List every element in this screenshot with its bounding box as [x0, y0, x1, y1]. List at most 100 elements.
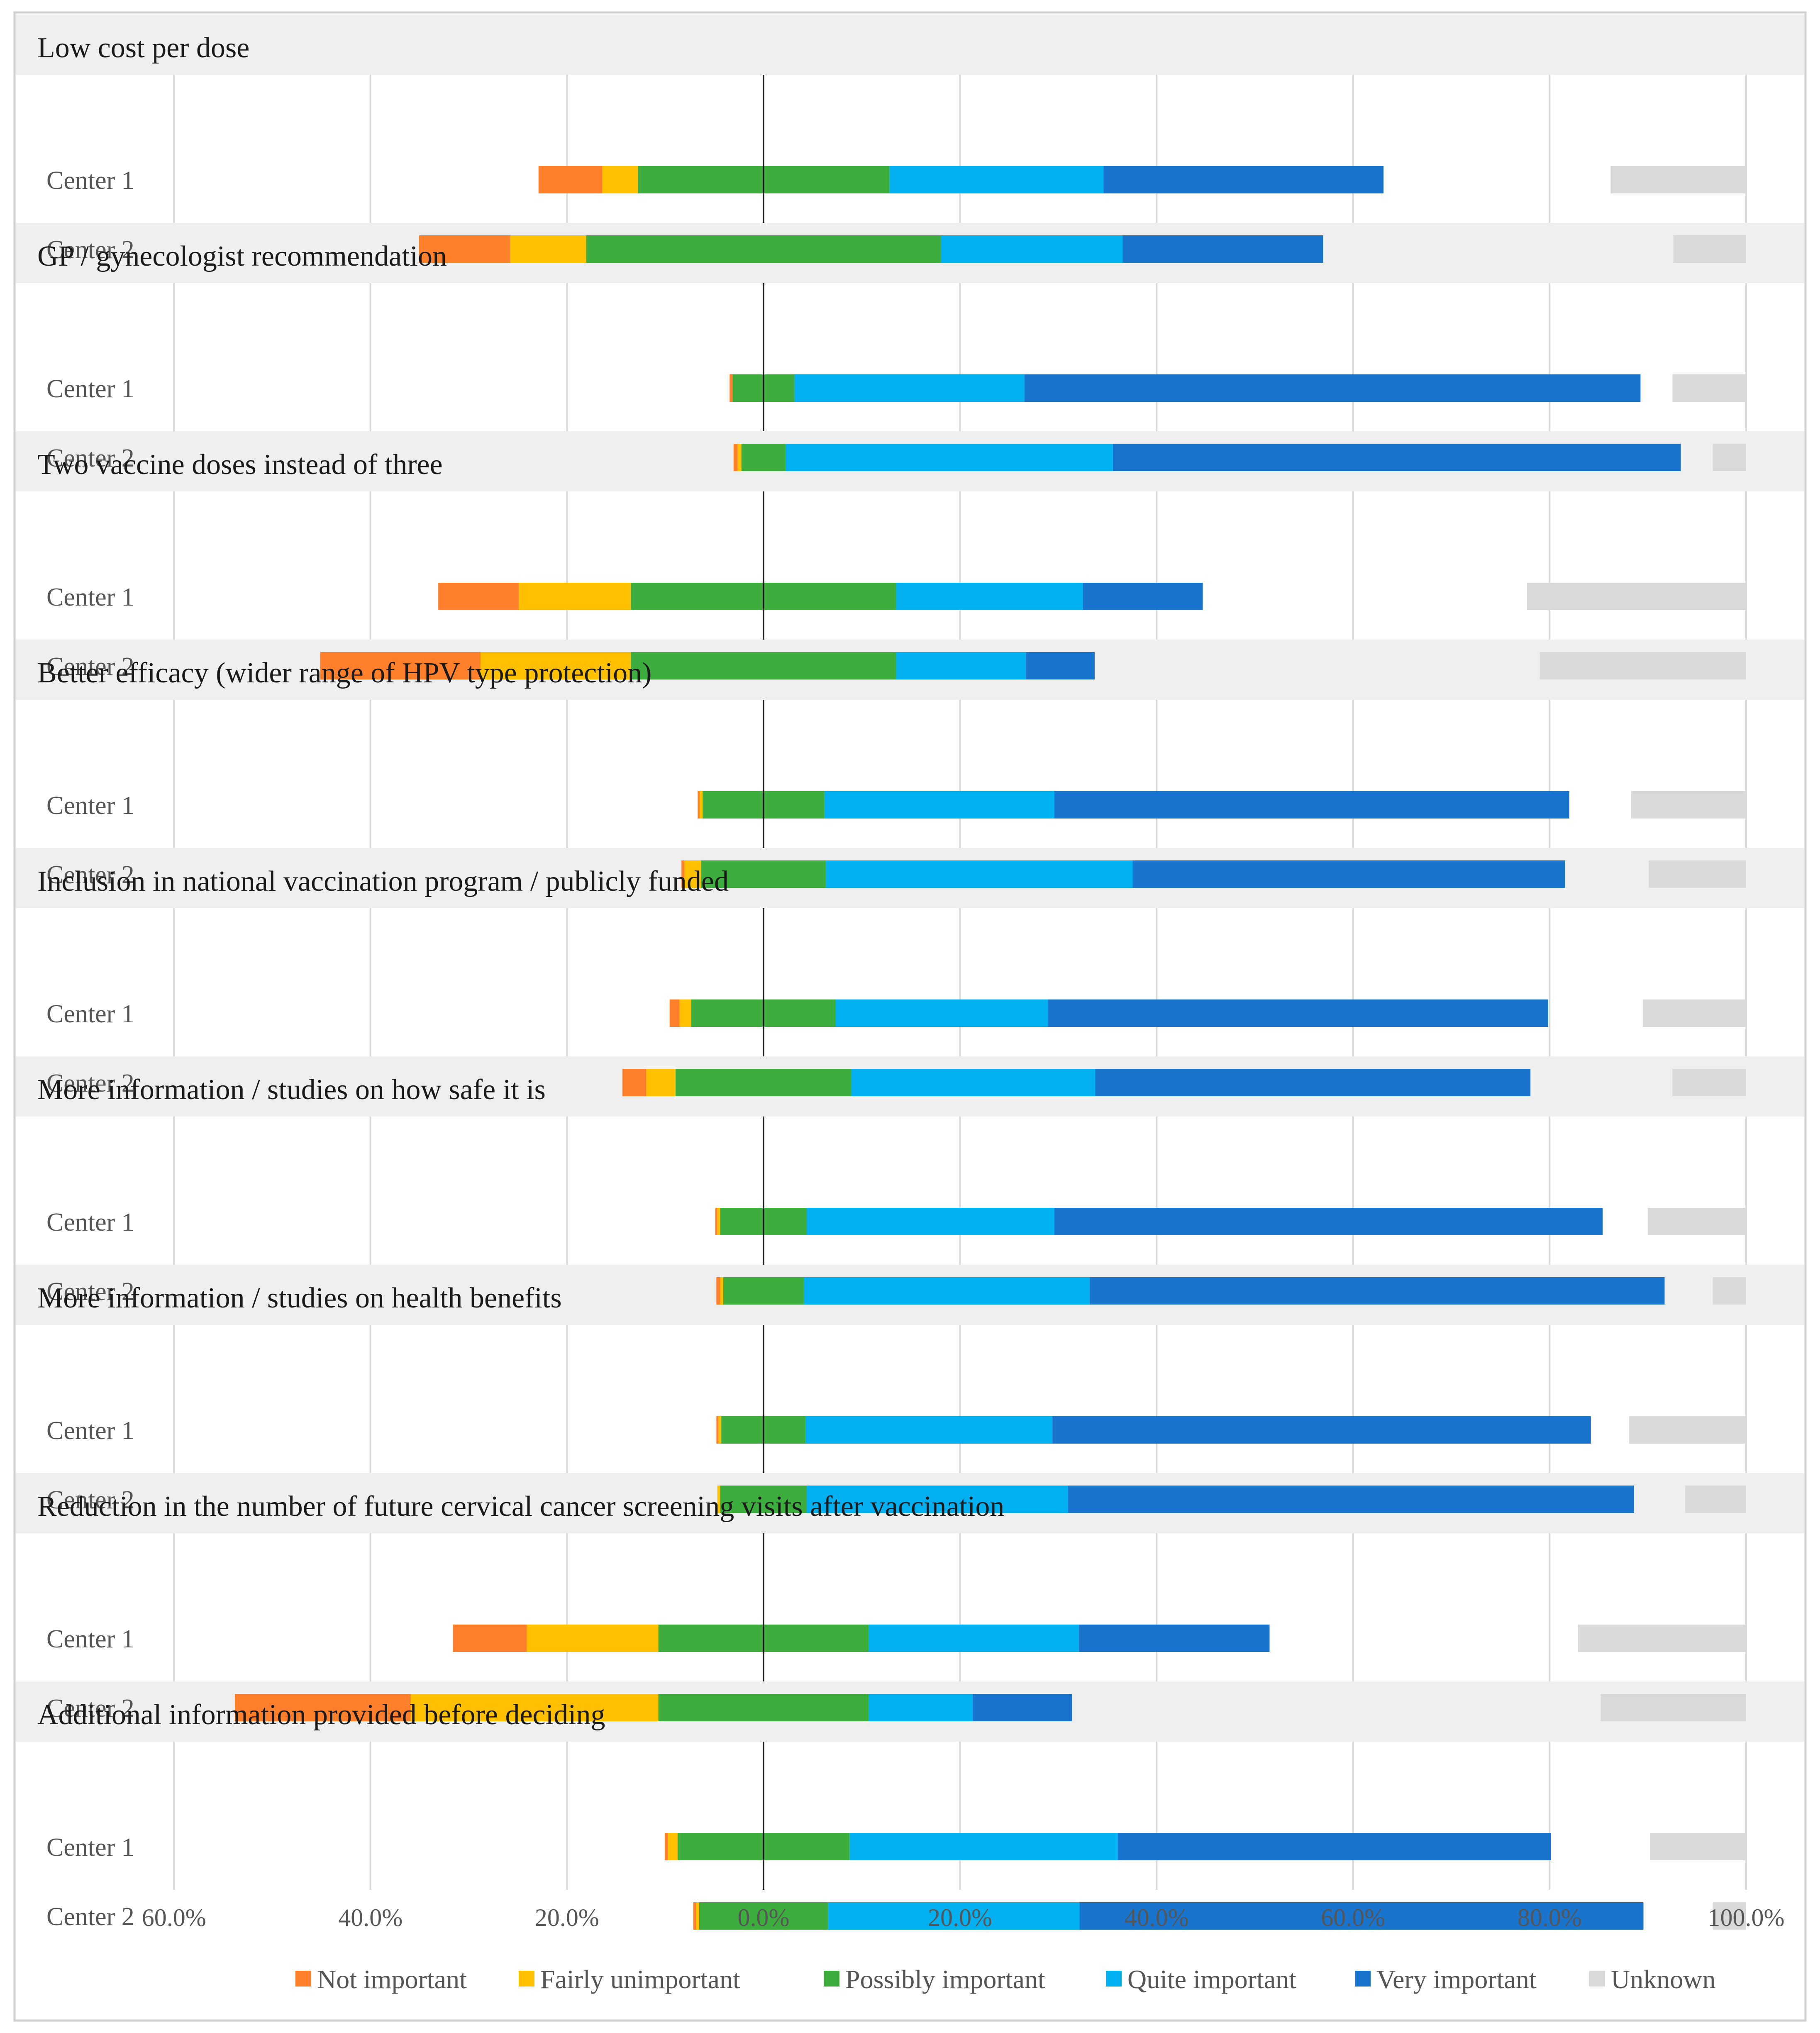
bar-segment-quite-important	[807, 1486, 1069, 1513]
row-label: Center 2	[46, 652, 134, 681]
bar-segment-fairly-unimportant	[684, 860, 701, 888]
bar-segment-quite-important	[805, 1416, 1053, 1444]
bar-segment-unknown	[1713, 1902, 1746, 1930]
bar-segment-fairly-unimportant	[519, 583, 631, 610]
bar-segment-possibly-important	[741, 444, 786, 471]
row-label: Center 2	[46, 236, 134, 264]
legend-item: Fairly unimportant	[519, 1965, 740, 1994]
bar-segment-not-important	[320, 652, 481, 679]
bar-segment-unknown	[1685, 1486, 1746, 1513]
bar-segment-quite-important	[794, 374, 1025, 402]
row-label: Center 1	[46, 1208, 134, 1236]
bar-segment-not-important	[665, 1833, 668, 1860]
bar-segment-quite-important	[869, 1694, 973, 1721]
x-tick-label: 40.0%	[1125, 1904, 1189, 1931]
row-label: Center 2	[46, 1069, 134, 1097]
legend-item: Very important	[1355, 1965, 1537, 1994]
bar-segment-quite-important	[824, 791, 1054, 819]
legend-swatch	[824, 1971, 839, 1987]
bar-segment-fairly-unimportant	[700, 791, 703, 819]
bar-segment-very-important	[1052, 1416, 1591, 1444]
row-label: Center 1	[46, 583, 134, 611]
bar-segment-fairly-unimportant	[510, 235, 586, 263]
legend-item: Unknown	[1589, 1965, 1715, 1994]
bar-segment-quite-important	[941, 235, 1123, 263]
bar-segment-not-important	[453, 1625, 527, 1652]
row-label: Center 1	[46, 166, 134, 195]
group-title: Inclusion in national vaccination progra…	[37, 865, 729, 897]
x-tick-label: 60.0%	[1321, 1904, 1385, 1931]
bar-segment-possibly-important	[658, 1694, 869, 1721]
group-title: Additional information provided before d…	[37, 1699, 605, 1731]
bar-segment-very-important	[1054, 1208, 1603, 1235]
bar-segment-not-important	[669, 999, 680, 1027]
bar-segment-not-important	[698, 791, 700, 819]
bar-segment-very-important	[1054, 791, 1569, 819]
bar-segment-fairly-unimportant	[527, 1625, 659, 1652]
bar-segment-quite-important	[786, 444, 1113, 471]
legend-label: Quite important	[1127, 1965, 1296, 1994]
gridlines	[173, 75, 1747, 1890]
bar-segment-not-important	[729, 374, 733, 402]
bar-segment-very-important	[973, 1694, 1072, 1721]
bar-segment-very-important	[1103, 166, 1384, 193]
bar-segment-very-important	[1083, 583, 1203, 610]
bar-segment-unknown	[1673, 235, 1746, 263]
x-tick-label: 100.0%	[1708, 1904, 1785, 1931]
bar-segment-quite-important	[826, 860, 1133, 888]
row-label: Center 1	[46, 1417, 134, 1445]
bar-segment-unknown	[1539, 652, 1746, 679]
bar-segment-possibly-important	[676, 1069, 851, 1096]
bar-segment-very-important	[1079, 1625, 1270, 1652]
bar-segment-quite-important	[896, 583, 1083, 610]
bar-segment-very-important	[1068, 1486, 1635, 1513]
bar-segment-not-important	[622, 1069, 647, 1096]
bar-segment-possibly-important	[701, 860, 826, 888]
legend-swatch	[1355, 1971, 1371, 1987]
bar-segment-unknown	[1672, 374, 1746, 402]
group-title: More information / studies on how safe i…	[37, 1074, 546, 1106]
bar-segment-fairly-unimportant	[410, 1694, 659, 1721]
bar-segment-quite-important	[896, 652, 1026, 679]
bar-segment-very-important	[1026, 652, 1095, 679]
bar-segment-possibly-important	[586, 235, 941, 263]
bar-segment-very-important	[1095, 1069, 1531, 1096]
legend-swatch	[1589, 1971, 1605, 1987]
bar-segment-possibly-important	[699, 1902, 828, 1930]
bar-segment-quite-important	[804, 1277, 1090, 1305]
x-tick-label: 40.0%	[338, 1904, 403, 1931]
group-header-band	[16, 15, 1804, 75]
bar-segment-not-important	[733, 444, 738, 471]
group-title: Reduction in the number of future cervic…	[37, 1491, 1004, 1522]
row-label: Center 1	[46, 1833, 134, 1862]
bar-segment-fairly-unimportant	[717, 1486, 720, 1513]
bar-segment-quite-important	[849, 1833, 1118, 1860]
legend-swatch	[295, 1971, 311, 1987]
bar-segment-possibly-important	[720, 1486, 807, 1513]
legend-label: Unknown	[1611, 1965, 1715, 1994]
legend-label: Very important	[1376, 1965, 1537, 1994]
group-title: Two vaccine doses instead of three	[37, 449, 443, 481]
bar-segment-unknown	[1629, 1416, 1746, 1444]
legend-item: Quite important	[1106, 1965, 1296, 1994]
x-tick-label: 20.0%	[928, 1904, 992, 1931]
bar-segment-unknown	[1713, 1277, 1746, 1305]
bar-segment-quite-important	[828, 1902, 1080, 1930]
bar-segment-unknown	[1648, 1208, 1746, 1235]
bar-segment-fairly-unimportant	[646, 1069, 676, 1096]
bar-segment-not-important	[438, 583, 519, 610]
bar-segment-unknown	[1672, 1069, 1746, 1096]
bar-segment-very-important	[1122, 235, 1323, 263]
bar-segment-possibly-important	[631, 652, 896, 679]
bar-segment-fairly-unimportant	[679, 999, 691, 1027]
bar-segment-very-important	[1090, 1277, 1665, 1305]
bar-segment-quite-important	[836, 999, 1048, 1027]
row-label: Center 2	[46, 1903, 134, 1931]
bar-segment-not-important	[716, 1416, 719, 1444]
bar-segment-very-important	[1112, 444, 1681, 471]
bar-segment-not-important	[681, 860, 685, 888]
bar-segment-unknown	[1610, 166, 1746, 193]
group-title: GP / gynecologist recommendation	[37, 240, 447, 272]
x-tick-label: 20.0%	[535, 1904, 599, 1931]
